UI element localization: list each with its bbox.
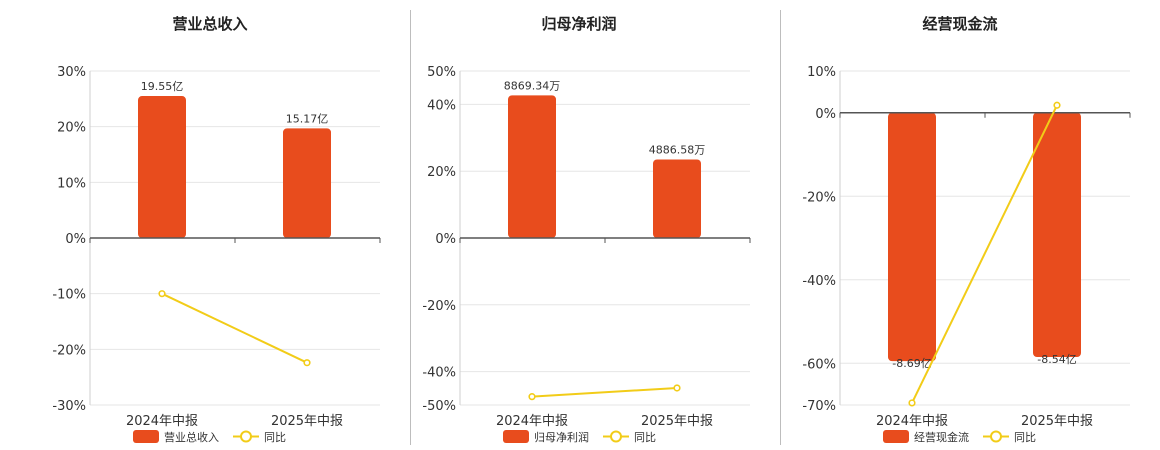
y-tick-label: 0% — [435, 232, 456, 247]
y-tick-label: -50% — [422, 399, 456, 414]
legend-marker-line — [990, 430, 1002, 443]
bar-data-label: 15.17亿 — [286, 112, 329, 125]
y-tick-label: 20% — [427, 165, 456, 180]
y-tick-label: -40% — [802, 274, 836, 289]
bar — [283, 128, 331, 238]
y-tick-label: -20% — [52, 343, 86, 358]
legend-label-bar: 归母净利润 — [534, 430, 589, 444]
legend-marker-line — [240, 430, 252, 443]
chart-panel-2: 归母净利润 -50% -40% -20% 0% 20% 40% 50% 8869.34万 4886… — [422, 15, 751, 444]
bar-data-label: -8.69亿 — [892, 357, 931, 370]
bar-data-label: 8869.34万 — [504, 79, 561, 92]
legend-label-bar: 营业总收入 — [164, 430, 219, 444]
legend-swatch-bar — [503, 430, 529, 443]
y-tick-label: 0% — [815, 107, 836, 122]
yoy-line — [911, 104, 1058, 404]
bar — [888, 112, 936, 362]
y-tick-label: -60% — [802, 357, 836, 372]
chart-panel-1: 营业总收入 -30% -20% -10% 0% 10% 20% 30% 19.55亿 15.17亿… — [52, 15, 381, 444]
y-tick-label: -70% — [802, 399, 836, 414]
legend-label-line: 同比 — [1014, 431, 1036, 444]
y-tick-label: 40% — [427, 98, 456, 113]
y-tick-label: -30% — [52, 399, 86, 414]
x-category-label: 2025年中报 — [1021, 414, 1093, 429]
y-tick-label: 10% — [807, 65, 836, 80]
bar — [653, 159, 701, 238]
legend-marker-line — [610, 430, 622, 443]
x-category-label: 2024年中报 — [876, 414, 948, 429]
y-tick-label: -20% — [802, 190, 836, 205]
y-tick-label: 0% — [65, 232, 86, 247]
yoy-point — [528, 393, 536, 401]
yoy-line — [161, 292, 308, 364]
legend-swatch-bar — [883, 430, 909, 443]
y-tick-label: 30% — [57, 65, 86, 80]
yoy-point — [908, 399, 916, 407]
legend-label-line: 同比 — [264, 431, 286, 444]
chart-title: 归母净利润 — [541, 15, 616, 33]
y-tick-label: 10% — [57, 176, 86, 191]
bar — [508, 95, 556, 239]
chart-title: 经营现金流 — [922, 15, 997, 33]
x-category-label: 2025年中报 — [271, 414, 343, 429]
bar-data-label: 4886.58万 — [649, 144, 706, 157]
legend-swatch-bar — [133, 430, 159, 443]
bar-data-label: 19.55亿 — [141, 80, 184, 93]
x-category-label: 2024年中报 — [496, 414, 568, 429]
y-tick-label: -20% — [422, 299, 456, 314]
yoy-line — [531, 386, 678, 398]
y-tick-label: -40% — [422, 366, 456, 381]
chart-panel-3: 经营现金流 -70% -60% -40% -20% 0% 10% -8.69亿 -8.54亿 20… — [802, 15, 1131, 444]
yoy-point — [1053, 101, 1061, 109]
y-tick-label: 50% — [427, 65, 456, 80]
yoy-point — [158, 290, 166, 298]
y-tick-label: -10% — [52, 288, 86, 303]
x-category-label: 2024年中报 — [126, 414, 198, 429]
bar — [138, 96, 186, 238]
y-tick-label: 20% — [57, 121, 86, 136]
bar — [1033, 112, 1081, 357]
bar-data-label: -8.54亿 — [1037, 353, 1076, 366]
chart-title: 营业总收入 — [172, 15, 247, 33]
yoy-point — [303, 359, 311, 367]
legend-label-line: 同比 — [634, 431, 656, 444]
yoy-point — [673, 384, 681, 392]
legend-label-bar: 经营现金流 — [914, 430, 969, 444]
x-category-label: 2025年中报 — [641, 414, 713, 429]
